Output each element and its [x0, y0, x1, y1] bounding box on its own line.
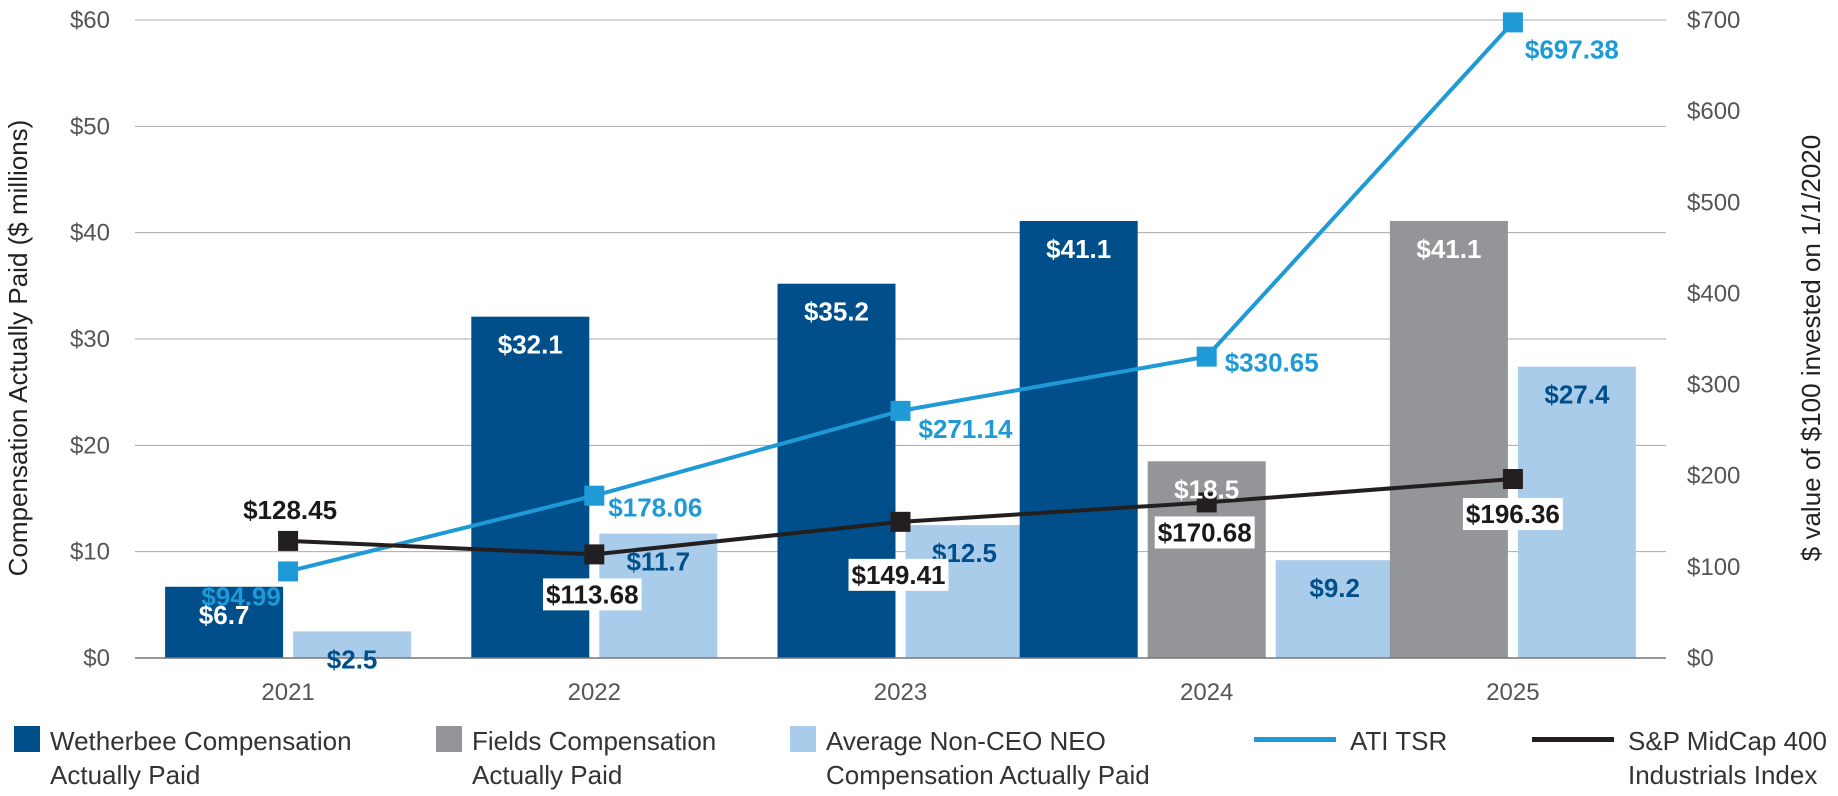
left-axis-tick-label: $10: [70, 539, 110, 566]
left-axis-tick-label: $40: [70, 220, 110, 247]
legend-swatch-wetherbee: [14, 726, 40, 752]
marker-ati-tsr: [1502, 12, 1523, 33]
legend-label-ati-tsr: ATI TSR: [1350, 726, 1448, 756]
bar-neo: [905, 525, 1024, 658]
left-axis-tick-label: $0: [83, 645, 110, 672]
data-label-neo: $2.5: [327, 644, 378, 674]
right-axis-tick-label: $500: [1687, 189, 1740, 216]
bar-layer: [165, 220, 1636, 658]
right-axis-tick-label: $700: [1687, 7, 1740, 34]
marker-sp-midcap: [1502, 469, 1523, 490]
right-axis-tick-label: $400: [1687, 280, 1740, 307]
data-label-neo: $27.4: [1544, 380, 1610, 410]
data-label-fields: $18.5: [1174, 474, 1239, 504]
legend: Wetherbee Compensation Actually Paid Fie…: [0, 724, 1838, 796]
legend-line-ati-tsr: [1254, 737, 1336, 742]
data-label-wetherbee: $32.1: [498, 330, 563, 360]
combo-chart: $0 $10 $20 $30 $40 $50 $60 $0 $100 $200 $300 $400 $5…: [3, 7, 1826, 706]
x-axis-tick-label: 2022: [568, 679, 621, 706]
bar-wetherbee: [165, 586, 284, 658]
marker-ati-tsr: [584, 485, 605, 506]
marker-sp-midcap: [278, 530, 299, 551]
data-label-ati-tsr: $697.38: [1525, 34, 1619, 64]
legend-swatch-neo: [790, 726, 816, 752]
data-label-background: [1154, 516, 1255, 549]
marker-sp-midcap: [1196, 492, 1217, 513]
legend-item-ati-tsr: ATI TSR: [1254, 724, 1447, 758]
x-axis-tick-label: 2021: [261, 679, 314, 706]
data-label-background: [240, 493, 341, 526]
right-axis-tick-label: $100: [1687, 554, 1740, 581]
data-label-sp-midcap: $196.36: [1466, 499, 1560, 529]
x-axis-tick-label: 2025: [1486, 679, 1539, 706]
legend-item-fields: Fields Compensation Actually Paid: [436, 724, 716, 792]
data-label-background: [543, 578, 642, 611]
data-label-ati-tsr: $271.14: [919, 414, 1014, 444]
right-axis-title: $ value of $100 invested on 1/1/2020: [1796, 135, 1826, 561]
data-label-sp-midcap: $113.68: [546, 579, 639, 609]
data-label-wetherbee: $6.7: [199, 600, 250, 630]
data-label-fields: $41.1: [1416, 234, 1481, 264]
data-label-wetherbee: $41.1: [1046, 234, 1111, 264]
legend-swatch-fields: [436, 726, 462, 752]
legend-label-wetherbee: Wetherbee Compensation Actually Paid: [50, 726, 352, 790]
marker-sp-midcap: [584, 544, 605, 565]
data-label-background: [1462, 498, 1563, 531]
bar-fields: [1389, 220, 1508, 658]
right-axis-tick-label: $200: [1687, 463, 1740, 490]
right-axis-tick-label: $300: [1687, 372, 1740, 399]
x-axis-tick-label: 2023: [874, 679, 927, 706]
bar-wetherbee: [777, 283, 896, 658]
data-label-sp-midcap: $170.68: [1158, 517, 1252, 547]
right-axis-tick-label: $600: [1687, 98, 1740, 125]
x-axis-tick-label: 2024: [1180, 679, 1233, 706]
marker-ati-tsr: [1196, 346, 1217, 367]
left-axis-title: Compensation Actually Paid ($ millions): [3, 120, 33, 577]
line-layer: [278, 12, 1523, 582]
marker-sp-midcap: [890, 511, 911, 532]
legend-item-wetherbee: Wetherbee Compensation Actually Paid: [14, 724, 352, 792]
data-label-ati-tsr: $94.99: [201, 581, 281, 611]
data-label-wetherbee: $35.2: [804, 297, 869, 327]
axis-layer: $0 $10 $20 $30 $40 $50 $60 $0 $100 $200 $300 $400 $5…: [70, 7, 1740, 706]
data-label-layer: $6.7$2.5$32.1$11.7$35.2$12.5$41.1$18.5$9…: [199, 34, 1619, 674]
legend-label-neo: Average Non-CEO NEO Compensation Actuall…: [826, 726, 1150, 790]
right-axis-tick-label: $0: [1687, 645, 1714, 672]
legend-item-sp-midcap: S&P MidCap 400 Industrials Index: [1532, 724, 1827, 792]
data-label-ati-tsr: $330.65: [1225, 348, 1319, 378]
marker-ati-tsr: [890, 400, 911, 421]
legend-label-sp-midcap: S&P MidCap 400 Industrials Index: [1628, 726, 1827, 790]
marker-ati-tsr: [278, 561, 299, 582]
bar-neo: [293, 631, 412, 658]
bar-wetherbee: [1019, 220, 1138, 658]
left-axis-tick-label: $50: [70, 113, 110, 140]
legend-item-neo: Average Non-CEO NEO Compensation Actuall…: [790, 724, 1150, 792]
bar-neo: [1275, 560, 1394, 658]
data-label-neo: $9.2: [1309, 573, 1360, 603]
left-axis-tick-label: $60: [70, 7, 110, 34]
left-axis-tick-label: $30: [70, 326, 110, 353]
data-label-sp-midcap: $128.45: [243, 495, 337, 525]
data-label-sp-midcap: $149.41: [852, 560, 946, 590]
data-label-ati-tsr: $178.06: [608, 493, 702, 523]
data-label-neo: $11.7: [626, 547, 690, 577]
left-axis-tick-label: $20: [70, 432, 110, 459]
data-label-background: [848, 558, 949, 591]
legend-label-fields: Fields Compensation Actually Paid: [472, 726, 717, 790]
legend-line-sp-midcap: [1532, 737, 1614, 742]
